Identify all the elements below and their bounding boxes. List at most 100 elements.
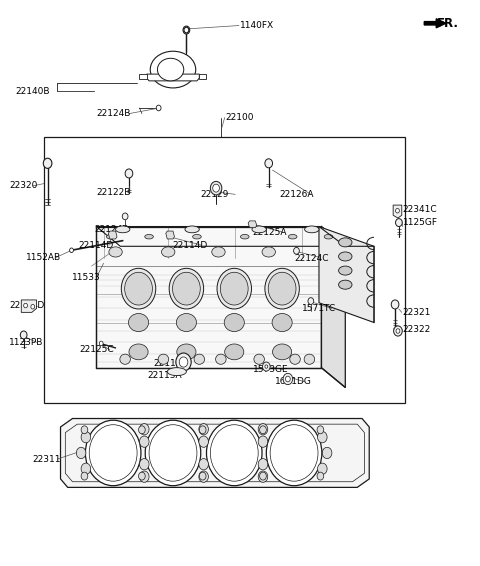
Polygon shape [424,19,446,28]
Circle shape [258,458,268,470]
Circle shape [81,431,91,443]
Bar [44,138,405,402]
Text: 1571TC: 1571TC [302,304,336,313]
Text: 22341D: 22341D [9,301,45,310]
Text: 22113A: 22113A [147,371,182,380]
Circle shape [76,447,86,458]
Circle shape [140,471,149,482]
Circle shape [199,458,208,470]
Polygon shape [147,74,199,81]
Circle shape [140,423,149,435]
Text: 22125A: 22125A [252,228,287,237]
Text: 1125GF: 1125GF [403,217,438,226]
Polygon shape [96,226,345,246]
Circle shape [81,463,91,474]
Ellipse shape [184,27,189,33]
Circle shape [199,436,208,447]
Polygon shape [393,205,402,218]
Circle shape [140,436,149,447]
Circle shape [183,26,190,34]
Circle shape [391,300,399,309]
Ellipse shape [161,247,175,257]
Ellipse shape [194,354,204,365]
Ellipse shape [290,354,300,365]
Circle shape [317,426,324,434]
Circle shape [396,218,402,226]
Ellipse shape [265,268,300,309]
Ellipse shape [107,234,115,239]
Circle shape [394,326,402,336]
Circle shape [139,426,145,434]
Ellipse shape [216,354,226,365]
Circle shape [396,329,400,333]
Circle shape [125,169,133,178]
Circle shape [318,431,327,443]
Circle shape [258,423,268,435]
Polygon shape [248,221,257,228]
Ellipse shape [212,247,225,257]
Circle shape [210,181,222,195]
Ellipse shape [185,226,199,233]
Circle shape [139,472,145,480]
Text: 22320: 22320 [9,181,38,190]
Ellipse shape [157,58,184,81]
Ellipse shape [225,344,244,360]
Ellipse shape [192,234,201,239]
Polygon shape [319,226,374,323]
Ellipse shape [273,344,292,360]
Circle shape [206,420,262,486]
Circle shape [70,248,73,252]
Circle shape [85,420,141,486]
Ellipse shape [172,272,200,305]
Text: 22125C: 22125C [80,345,114,354]
Circle shape [258,436,268,447]
Circle shape [99,341,103,346]
Text: 1140FX: 1140FX [240,21,274,30]
Circle shape [20,331,27,339]
Text: 22124B: 22124B [96,109,131,118]
Circle shape [43,158,52,168]
Circle shape [258,471,268,482]
Circle shape [179,357,188,367]
Ellipse shape [167,368,186,376]
Ellipse shape [220,272,248,305]
Text: 22140B: 22140B [15,87,49,96]
Ellipse shape [324,234,333,239]
Ellipse shape [252,226,266,233]
Circle shape [260,426,266,434]
Circle shape [199,471,208,482]
Circle shape [265,159,273,168]
Ellipse shape [254,354,264,365]
Ellipse shape [176,314,196,332]
Text: 22124B: 22124B [94,225,128,234]
Text: 11533: 11533 [72,273,100,282]
Circle shape [317,472,324,480]
Circle shape [199,472,206,480]
Text: 1152AB: 1152AB [25,253,60,262]
Text: FR.: FR. [437,17,459,30]
Polygon shape [322,226,345,388]
Circle shape [31,305,35,309]
Ellipse shape [240,234,249,239]
Circle shape [286,376,290,382]
Polygon shape [21,300,36,312]
Polygon shape [166,231,174,239]
Ellipse shape [109,247,122,257]
Ellipse shape [145,234,154,239]
Ellipse shape [120,354,131,365]
Circle shape [294,247,300,254]
Text: 22114D: 22114D [78,241,113,250]
Polygon shape [199,74,206,79]
Circle shape [266,420,322,486]
Text: 22341C: 22341C [403,205,437,214]
Circle shape [199,426,206,434]
Ellipse shape [177,344,196,360]
Polygon shape [140,74,147,79]
Circle shape [199,423,208,435]
Ellipse shape [169,268,204,309]
Text: 22100: 22100 [226,113,254,122]
Circle shape [396,208,399,213]
Text: 22112A: 22112A [154,359,188,368]
Ellipse shape [305,226,319,233]
Ellipse shape [116,226,130,233]
